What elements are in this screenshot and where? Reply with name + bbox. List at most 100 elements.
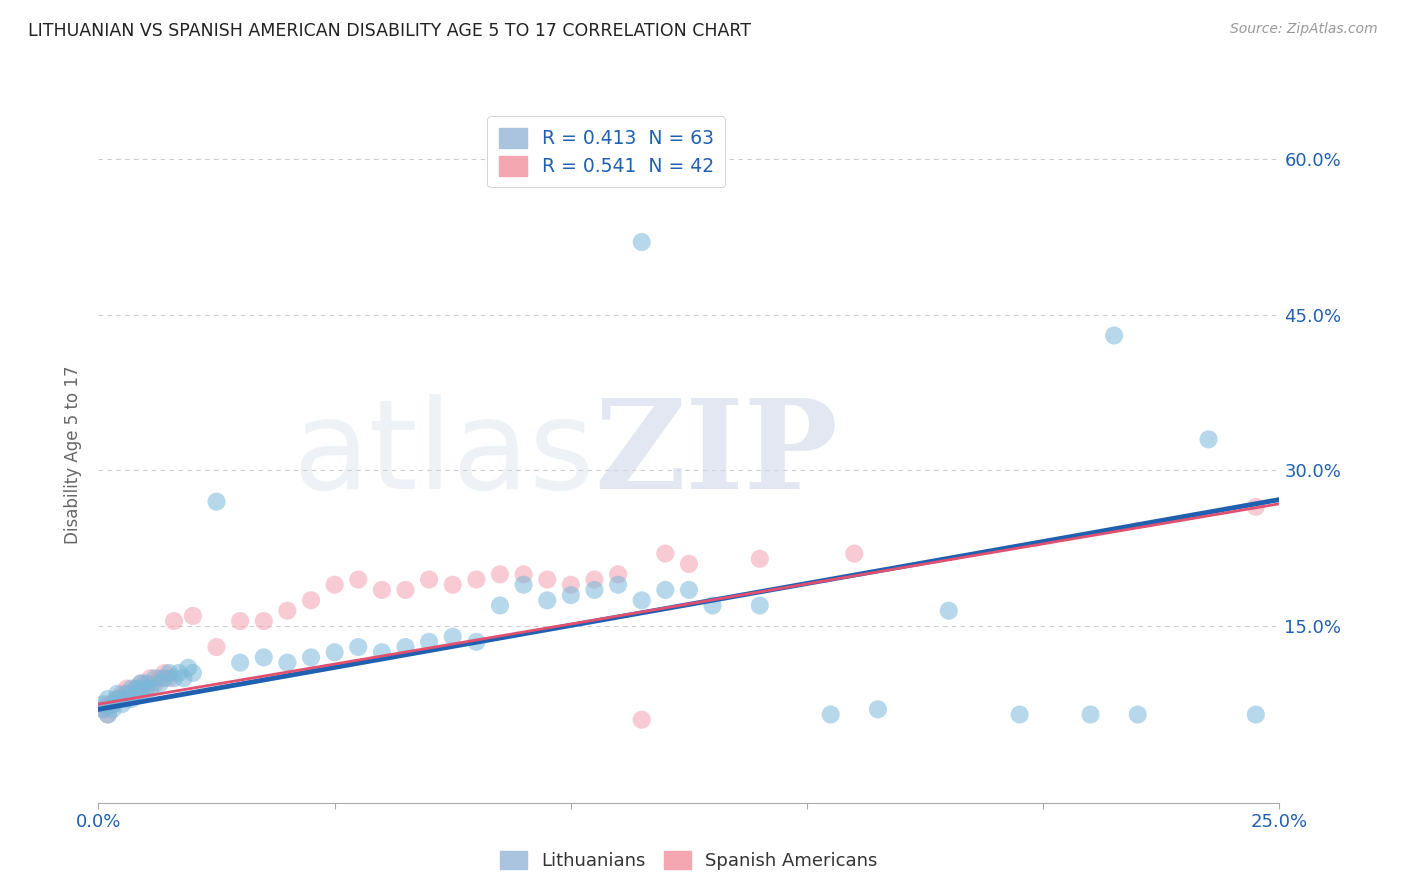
Point: [157, 671, 180, 685]
Point: [299, 650, 322, 665]
Point: [418, 573, 440, 587]
Point: [115, 692, 138, 706]
Point: [135, 681, 157, 696]
Point: [583, 582, 606, 597]
Point: [1244, 500, 1267, 514]
Point: [654, 582, 676, 597]
Point: [347, 573, 370, 587]
Point: [111, 692, 134, 706]
Point: [820, 707, 842, 722]
Point: [489, 567, 512, 582]
Point: [748, 599, 770, 613]
Text: atlas: atlas: [292, 394, 595, 516]
Point: [177, 661, 200, 675]
Point: [678, 557, 700, 571]
Point: [167, 665, 190, 680]
Point: [630, 713, 652, 727]
Point: [866, 702, 889, 716]
Point: [1080, 707, 1102, 722]
Point: [129, 676, 152, 690]
Point: [489, 599, 512, 613]
Point: [1244, 707, 1267, 722]
Point: [157, 665, 180, 680]
Point: [394, 640, 416, 654]
Point: [163, 614, 186, 628]
Point: [512, 578, 534, 592]
Point: [560, 578, 582, 592]
Point: [607, 578, 630, 592]
Point: [125, 681, 148, 696]
Point: [143, 671, 166, 685]
Point: [121, 692, 143, 706]
Point: [181, 608, 204, 623]
Point: [111, 687, 134, 701]
Point: [1102, 328, 1125, 343]
Point: [276, 656, 298, 670]
Point: [465, 573, 488, 587]
Point: [371, 645, 394, 659]
Point: [630, 593, 652, 607]
Point: [441, 578, 464, 592]
Point: [125, 687, 148, 701]
Point: [347, 640, 370, 654]
Text: Source: ZipAtlas.com: Source: ZipAtlas.com: [1230, 22, 1378, 37]
Point: [101, 697, 124, 711]
Point: [299, 593, 322, 607]
Point: [560, 588, 582, 602]
Point: [97, 707, 120, 722]
Point: [91, 702, 114, 716]
Point: [205, 494, 228, 508]
Point: [276, 604, 298, 618]
Point: [125, 681, 148, 696]
Point: [630, 235, 652, 249]
Point: [139, 671, 162, 685]
Point: [1126, 707, 1149, 722]
Point: [129, 676, 152, 690]
Point: [323, 578, 346, 592]
Point: [465, 635, 488, 649]
Point: [91, 702, 114, 716]
Point: [229, 614, 252, 628]
Point: [536, 573, 558, 587]
Point: [143, 676, 166, 690]
Point: [607, 567, 630, 582]
Point: [394, 582, 416, 597]
Point: [678, 582, 700, 597]
Point: [135, 681, 157, 696]
Point: [153, 671, 176, 685]
Point: [748, 551, 770, 566]
Point: [536, 593, 558, 607]
Point: [253, 650, 276, 665]
Point: [371, 582, 394, 597]
Point: [172, 671, 194, 685]
Point: [115, 681, 138, 696]
Point: [139, 681, 162, 696]
Point: [105, 692, 128, 706]
Text: ZIP: ZIP: [595, 394, 838, 516]
Point: [97, 697, 120, 711]
Point: [844, 547, 866, 561]
Point: [323, 645, 346, 659]
Point: [163, 671, 186, 685]
Point: [1008, 707, 1031, 722]
Point: [121, 681, 143, 696]
Point: [101, 702, 124, 716]
Text: LITHUANIAN VS SPANISH AMERICAN DISABILITY AGE 5 TO 17 CORRELATION CHART: LITHUANIAN VS SPANISH AMERICAN DISABILIT…: [28, 22, 751, 40]
Legend: Lithuanians, Spanish Americans: Lithuanians, Spanish Americans: [492, 844, 886, 877]
Point: [153, 665, 176, 680]
Point: [149, 676, 172, 690]
Point: [441, 630, 464, 644]
Point: [129, 687, 152, 701]
Point: [101, 697, 124, 711]
Point: [97, 707, 120, 722]
Point: [512, 567, 534, 582]
Point: [105, 692, 128, 706]
Point: [111, 697, 134, 711]
Point: [149, 671, 172, 685]
Point: [91, 697, 114, 711]
Y-axis label: Disability Age 5 to 17: Disability Age 5 to 17: [63, 366, 82, 544]
Point: [205, 640, 228, 654]
Point: [105, 687, 128, 701]
Point: [938, 604, 960, 618]
Point: [135, 676, 157, 690]
